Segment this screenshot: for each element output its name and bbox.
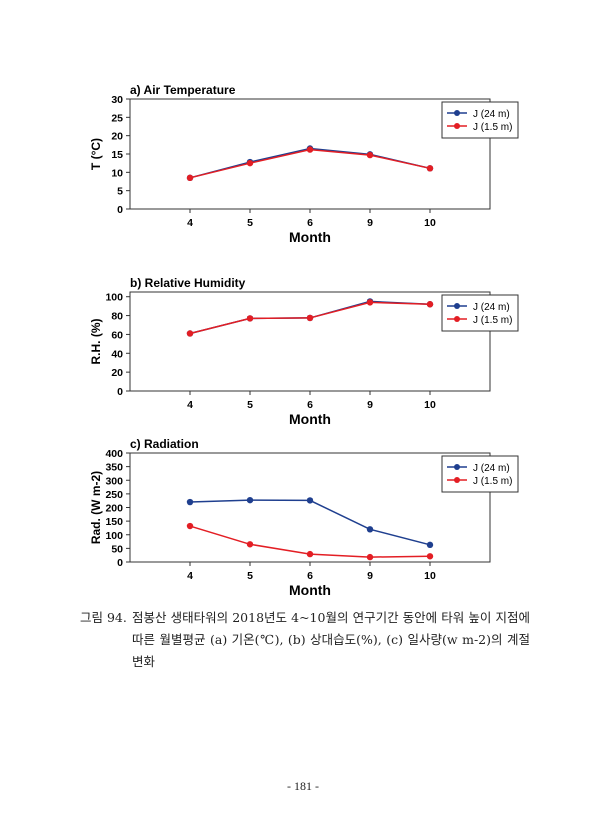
plot-frame (129, 291, 491, 392)
x-tick-label: 10 (424, 217, 436, 229)
legend-label: J (1.5 m) (473, 476, 512, 487)
y-tick-label: 100 (105, 292, 123, 304)
chart-title: a) Air Temperature (130, 83, 236, 97)
y-tick-label: 100 (105, 530, 123, 542)
legend-marker (454, 303, 460, 309)
caption-text: 점봉산 생태타워의 2018년도 4~10월의 연구기간 동안에 타워 높이 지… (132, 610, 530, 669)
x-tick-label: 4 (187, 217, 193, 229)
chart-title: c) Radiation (130, 437, 199, 451)
x-tick-label: 6 (307, 399, 313, 411)
figure-caption: 그림 94. 점봉산 생태타워의 2018년도 4~10월의 연구기간 동안에 … (80, 607, 530, 673)
data-point (246, 315, 254, 322)
data-point (426, 301, 434, 308)
x-tick-label: 5 (247, 570, 253, 582)
y-tick-label: 30 (111, 94, 123, 106)
plot-frame (129, 98, 491, 210)
data-point (426, 541, 434, 549)
y-tick-label: 0 (117, 204, 123, 216)
legend-label: J (24 m) (473, 302, 510, 313)
x-axis-label: Month (289, 229, 331, 245)
data-point (306, 550, 314, 558)
caption-label: 그림 94. (80, 610, 127, 625)
legend-box (441, 101, 519, 139)
data-point (366, 299, 374, 306)
series-line (189, 147, 431, 179)
data-point (186, 174, 194, 182)
y-tick-label: 20 (111, 367, 123, 379)
legend-label: J (1.5 m) (473, 315, 512, 326)
y-tick-label: 40 (111, 348, 123, 360)
legend-marker (454, 110, 460, 116)
legend-marker (454, 123, 460, 129)
data-point (306, 146, 314, 153)
data-point (246, 159, 254, 167)
x-tick-label: 6 (307, 570, 313, 582)
y-tick-label: 0 (117, 557, 123, 569)
chart-title: b) Relative Humidity (130, 276, 246, 290)
x-tick-label: 10 (424, 399, 436, 411)
y-tick-label: 200 (105, 503, 123, 515)
data-point (186, 522, 194, 530)
data-point (186, 498, 194, 506)
legend-marker (454, 477, 460, 483)
y-tick-label: 60 (111, 329, 123, 341)
x-axis-label: Month (289, 411, 331, 427)
y-tick-label: 50 (111, 543, 123, 555)
data-point (426, 553, 434, 560)
y-tick-label: 0 (117, 386, 123, 398)
y-tick-label: 15 (111, 149, 123, 161)
x-tick-label: 9 (367, 399, 373, 411)
data-point (366, 151, 374, 159)
y-tick-label: 10 (111, 167, 123, 179)
x-tick-label: 9 (367, 217, 373, 229)
y-tick-label: 300 (105, 475, 123, 487)
legend-label: J (1.5 m) (473, 122, 512, 133)
data-point (186, 330, 194, 337)
series-line (189, 499, 431, 546)
y-tick-label: 150 (105, 516, 123, 528)
data-point (246, 496, 254, 504)
chart-1: a) Air Temperature 0 5 10 15 20 25 30 4 5 6 9 10 Mont… (89, 83, 519, 245)
plot-frame (129, 452, 491, 563)
x-tick-label: 4 (187, 399, 193, 411)
charts-figure: a) Air Temperature 0 5 10 15 20 25 30 4 5 6 9 10 Mont… (89, 83, 519, 598)
y-axis-label: R.H. (%) (89, 319, 103, 365)
data-point (366, 526, 374, 533)
y-tick-label: 25 (111, 112, 123, 124)
y-tick-label: 350 (105, 462, 123, 474)
legend-marker (454, 316, 460, 322)
legend-label: J (24 m) (473, 463, 510, 474)
data-point (306, 314, 314, 322)
y-tick-label: 5 (117, 186, 123, 198)
x-tick-label: 4 (187, 570, 193, 582)
data-point (426, 165, 434, 172)
data-point (246, 541, 254, 548)
y-tick-label: 250 (105, 489, 123, 501)
legend-marker (454, 464, 460, 470)
legend-box (441, 294, 519, 332)
legend-box (441, 455, 519, 493)
legend-label: J (24 m) (473, 109, 510, 120)
x-axis-label: Month (289, 582, 331, 598)
y-axis-label: Rad. (W m-2) (89, 471, 103, 544)
x-tick-label: 6 (307, 217, 313, 229)
data-point (366, 553, 374, 561)
series-line (189, 148, 431, 179)
y-tick-label: 400 (105, 448, 123, 460)
x-tick-label: 5 (247, 399, 253, 411)
x-tick-label: 10 (424, 570, 436, 582)
x-tick-label: 9 (367, 570, 373, 582)
y-tick-label: 80 (111, 311, 123, 323)
data-point (306, 497, 314, 504)
y-tick-label: 20 (111, 131, 123, 143)
x-tick-label: 5 (247, 217, 253, 229)
y-axis-label: T (°C) (89, 138, 103, 170)
page-number: - 181 - (287, 779, 319, 793)
chart-2: b) Relative Humidity 0 20 40 60 80 100 4 5 6 9 10 Mo… (89, 276, 519, 427)
